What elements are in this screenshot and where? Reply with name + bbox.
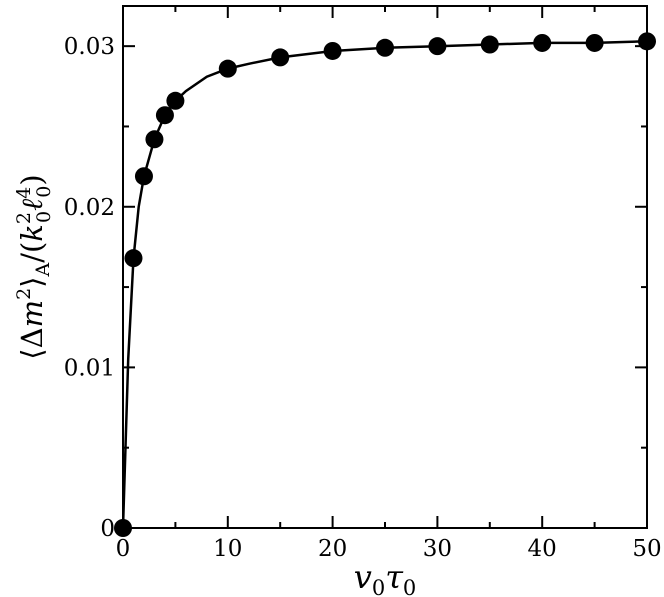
data-point <box>376 38 394 57</box>
y-tick-label: 0 <box>100 516 115 542</box>
data-point <box>114 519 132 537</box>
tick-labels: 0 10 20 30 40 50 0 0.01 0.02 0.03 <box>64 34 662 562</box>
data-point <box>323 41 342 60</box>
x-tick-label: 30 <box>423 536 452 562</box>
data-point <box>638 32 656 51</box>
data-points <box>114 32 656 537</box>
x-tick-label: 50 <box>632 536 661 562</box>
data-point <box>218 59 237 78</box>
data-point <box>480 35 499 54</box>
data-point <box>533 33 552 52</box>
data-point <box>124 249 143 268</box>
y-tick-label: 0.01 <box>64 355 115 381</box>
data-point <box>134 167 153 186</box>
data-point <box>585 33 604 52</box>
x-axis-label: v0τ0 <box>354 558 417 597</box>
fit-line <box>121 40 648 529</box>
data-point <box>166 91 185 110</box>
data-point <box>155 106 174 125</box>
x-tick-label: 10 <box>213 536 242 562</box>
y-tick-label: 0.03 <box>64 34 115 60</box>
data-point <box>145 130 164 149</box>
svg-text:⟨Δm2⟩A/(k20ℓ40): ⟨Δm2⟩A/(k20ℓ40) <box>13 174 55 359</box>
x-tick-label: 20 <box>318 536 347 562</box>
data-point <box>271 48 290 67</box>
y-axis-label: ⟨Δm2⟩A/(k20ℓ40) <box>13 174 55 359</box>
ticks <box>122 6 648 529</box>
plot-frame <box>122 5 648 529</box>
y-tick-label: 0.02 <box>64 195 115 221</box>
data-point <box>428 37 447 56</box>
x-tick-label: 40 <box>528 536 557 562</box>
x-tick-label: 0 <box>116 536 131 562</box>
